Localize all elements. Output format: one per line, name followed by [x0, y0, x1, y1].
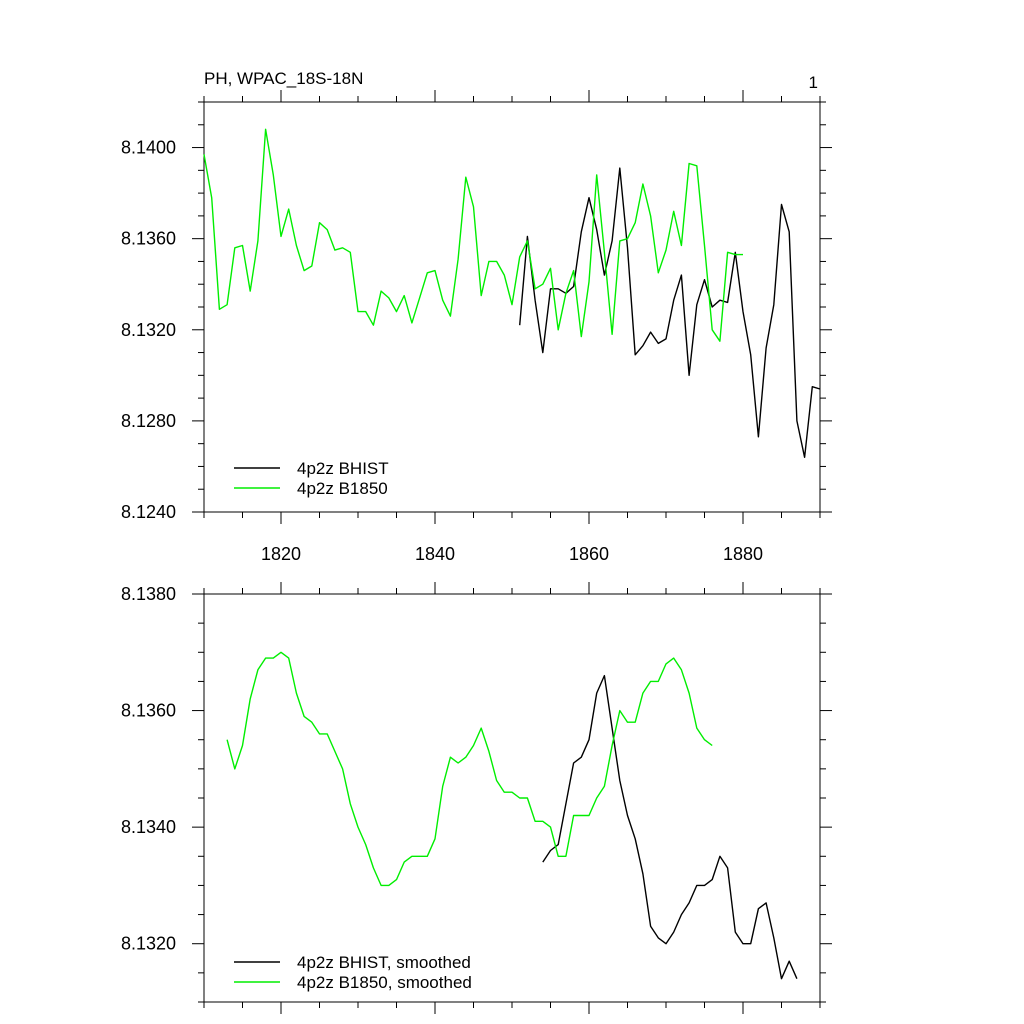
plot-number-label: 1 [809, 73, 818, 92]
y-tick-label: 8.1380 [121, 584, 176, 604]
y-tick-label: 8.1240 [121, 502, 176, 522]
series-line-b1850 [226, 651, 713, 887]
series-line-bhist [519, 167, 821, 458]
y-tick-label: 8.1320 [121, 934, 176, 954]
legend-label: 4p2z B1850 [297, 479, 388, 498]
y-tick-label: 8.1360 [121, 701, 176, 721]
chart-title: PH, WPAC_18S-18N [204, 69, 363, 88]
legend-label: 4p2z BHIST, smoothed [297, 953, 471, 972]
plot-frame [203, 593, 821, 1003]
y-tick-label: 8.1400 [121, 138, 176, 158]
top-panel: 8.1240 8.1280 8.1320 8.1360 8.1400 1820 1840 18… [121, 90, 832, 564]
legend-label: 4p2z B1850, smoothed [297, 973, 472, 992]
y-tick-label: 8.1320 [121, 320, 176, 340]
x-tick-label: 1820 [261, 544, 301, 564]
y-tick-label: 8.1340 [121, 817, 176, 837]
series-line-b1850 [203, 128, 743, 342]
x-tick-label: 1880 [723, 544, 763, 564]
y-tick-label: 8.1280 [121, 411, 176, 431]
x-tick-label: 1840 [415, 544, 455, 564]
x-tick-label: 1860 [569, 544, 609, 564]
plot-frame [203, 101, 821, 513]
y-tick-label: 8.1360 [121, 229, 176, 249]
bottom-panel: 8.1320 8.1340 8.1360 8.1380 4p2z BHIST, smoo… [121, 582, 832, 1014]
series-line-bhist [542, 674, 798, 980]
legend-label: 4p2z BHIST [297, 459, 389, 478]
